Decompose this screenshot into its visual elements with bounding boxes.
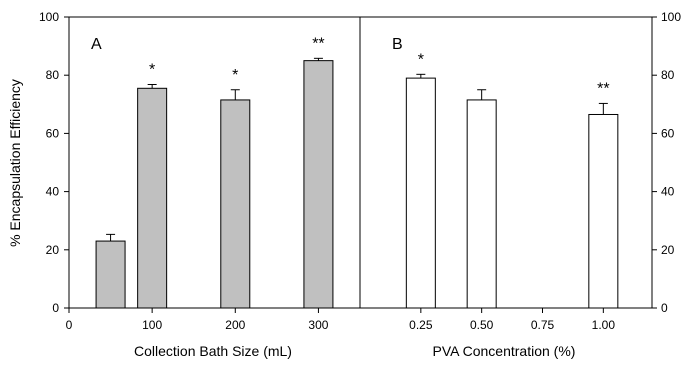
panel-a-x-ticks: 0 100 200 300 (66, 308, 329, 332)
panel-a-ylabel: % Encapsulation Efficiency (7, 79, 23, 247)
significance-marker: * (232, 67, 238, 84)
axes (68, 16, 653, 309)
y-tick-label-right: 20 (661, 243, 675, 257)
y-tick-label-left: 60 (46, 126, 60, 140)
y-tick-label-right: 60 (661, 126, 675, 140)
y-tick-label-left: 80 (46, 68, 60, 82)
x-tick-label-a: 300 (308, 318, 328, 332)
panel-a-bars: * *** (95, 35, 334, 309)
panel-b: B PVA Concentration (%) 0 20 40 60 80 100 0.2… (392, 10, 681, 359)
y-tick-label-right: 0 (661, 301, 668, 315)
panel-a-y-ticks: 0 20 40 60 80 100 (39, 10, 69, 315)
y-tick-label-left: 40 (46, 185, 60, 199)
panel-a-xlabel: Collection Bath Size (mL) (134, 343, 292, 359)
bar (405, 77, 436, 309)
bar (220, 99, 251, 309)
bar (588, 113, 619, 309)
x-tick-label-b: 0.25 (409, 318, 433, 332)
x-tick-label-a: 200 (225, 318, 245, 332)
bar (466, 99, 497, 309)
panel-b-label: B (392, 36, 403, 53)
x-tick-label-b: 1.00 (592, 318, 616, 332)
panel-b-xlabel: PVA Concentration (%) (433, 343, 576, 359)
significance-marker: ** (597, 80, 609, 97)
panel-b-bars: *** (405, 51, 619, 309)
bar (137, 87, 168, 309)
panel-b-y-ticks: 0 20 40 60 80 100 (652, 10, 681, 315)
bar (303, 60, 334, 309)
significance-marker: * (418, 51, 424, 68)
panel-a-label: A (91, 36, 102, 53)
y-tick-label-left: 100 (39, 10, 59, 24)
x-tick-label-b: 0.50 (470, 318, 494, 332)
significance-marker: * (149, 62, 155, 79)
panel-a: A Collection Bath Size (mL) % Encapsulat… (7, 10, 334, 359)
y-tick-label-right: 100 (661, 10, 681, 24)
y-tick-label-right: 40 (661, 185, 675, 199)
panel-b-x-ticks: 0.25 0.50 0.75 1.00 (409, 308, 615, 332)
bar (95, 240, 126, 309)
y-tick-label-left: 20 (46, 243, 60, 257)
x-tick-label-a: 0 (66, 318, 73, 332)
x-tick-label-a: 100 (142, 318, 162, 332)
y-tick-label-right: 80 (661, 68, 675, 82)
significance-marker: ** (312, 35, 324, 52)
y-tick-label-left: 0 (52, 301, 59, 315)
x-tick-label-b: 0.75 (531, 318, 555, 332)
